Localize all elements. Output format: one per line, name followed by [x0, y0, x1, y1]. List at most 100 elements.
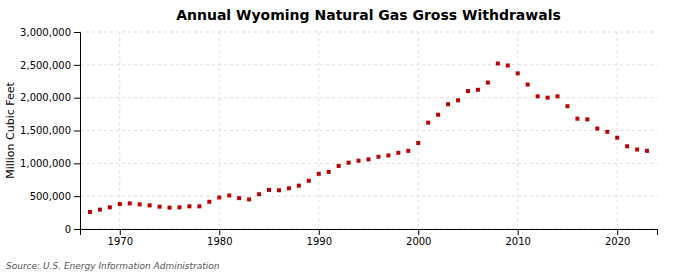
- y-tick: 0: [65, 224, 80, 235]
- point: [635, 148, 639, 152]
- plot-area: 1970 1980 1990 2000 2010 2020 0 500,000 1,000,00…: [20, 27, 657, 247]
- grid-line: [318, 32, 319, 229]
- point: [645, 149, 649, 153]
- point: [317, 172, 321, 176]
- point: [347, 161, 351, 165]
- x-tick-mark: [418, 229, 419, 235]
- point: [257, 192, 261, 196]
- x-tick-mark: [319, 229, 320, 235]
- y-tick-mark: [74, 131, 80, 132]
- point: [466, 89, 470, 93]
- point: [615, 136, 619, 140]
- point: [207, 200, 211, 204]
- grid-line: [617, 32, 618, 229]
- y-tick: 1,000,000: [20, 158, 80, 169]
- grid-line: [418, 32, 419, 229]
- point: [426, 121, 430, 125]
- x-tick-mark: [518, 229, 519, 235]
- point: [118, 202, 122, 206]
- point: [88, 210, 92, 214]
- y-tick: 2,500,000: [20, 60, 80, 71]
- point: [267, 188, 271, 192]
- point: [297, 184, 301, 188]
- x-tick-mark: [120, 229, 121, 235]
- point: [138, 202, 142, 206]
- point: [337, 164, 341, 168]
- point: [436, 113, 440, 117]
- y-tick: 1,500,000: [20, 125, 80, 136]
- point: [247, 197, 251, 201]
- point: [625, 144, 629, 148]
- x-tick-label: 2020: [605, 236, 630, 247]
- point: [406, 149, 410, 153]
- point: [98, 208, 102, 212]
- point: [148, 203, 152, 207]
- point: [287, 186, 291, 190]
- annotation: Source: U.S. Energy Information Administ…: [6, 261, 220, 271]
- point: [177, 205, 181, 209]
- point: [546, 96, 550, 100]
- y-tick: 3,000,000: [20, 27, 80, 38]
- grid: [80, 32, 657, 229]
- point: [516, 71, 520, 75]
- y-tick-label: 2,500,000: [20, 60, 71, 71]
- point: [556, 94, 560, 98]
- point: [376, 155, 380, 159]
- y-tick-label: 2,000,000: [20, 92, 71, 103]
- point: [357, 159, 361, 163]
- grid-line: [80, 97, 657, 98]
- point: [367, 157, 371, 161]
- grid-line: [517, 32, 518, 229]
- grid-line: [119, 32, 120, 229]
- point: [168, 206, 172, 210]
- y-tick: 500,000: [30, 191, 80, 202]
- point: [187, 204, 191, 208]
- x-axis: 1970 1980 1990 2000 2010 2020: [81, 229, 658, 247]
- point: [536, 94, 540, 98]
- point: [386, 153, 390, 157]
- point: [416, 141, 420, 145]
- point: [526, 83, 530, 87]
- point: [565, 104, 569, 108]
- y-tick-mark: [74, 65, 80, 66]
- point: [197, 204, 201, 208]
- grid-line: [80, 163, 657, 164]
- x-tick-label: 1980: [207, 236, 232, 247]
- y-tick-label: 1,000,000: [20, 158, 71, 169]
- point: [605, 130, 609, 134]
- y-tick-label: 1,500,000: [20, 125, 71, 136]
- x-tick: 1970: [108, 229, 133, 247]
- grid-line: [80, 64, 657, 65]
- title: Annual Wyoming Natural Gas Gross Withdra…: [176, 7, 561, 23]
- x-tick-mark: [617, 229, 618, 235]
- grid-line: [80, 32, 657, 33]
- x-tick: 1990: [307, 229, 332, 247]
- point: [327, 170, 331, 174]
- y-tick-mark: [74, 196, 80, 197]
- point: [307, 179, 311, 183]
- y-tick-label: 500,000: [30, 191, 71, 202]
- x-axis-line: [81, 230, 658, 236]
- x-tick: 2000: [406, 229, 431, 247]
- x-tick-mark: [219, 229, 220, 235]
- point: [476, 88, 480, 92]
- x-tick: 1980: [207, 229, 232, 247]
- grid-line: [80, 196, 657, 197]
- point: [227, 194, 231, 198]
- chart: 1970 1980 1990 2000 2010 2020 0 500,000 1,000,00…: [0, 0, 675, 275]
- point: [217, 195, 221, 199]
- point: [396, 151, 400, 155]
- point: [277, 188, 281, 192]
- y-tick: 2,000,000: [20, 92, 80, 103]
- y-axis-label: Million Cubic Feet: [4, 81, 17, 178]
- point: [456, 98, 460, 102]
- point: [486, 81, 490, 85]
- x-tick: 2020: [605, 229, 630, 247]
- points: [88, 62, 649, 214]
- point: [506, 63, 510, 67]
- x-tick-label: 1970: [108, 236, 133, 247]
- y-tick-label: 3,000,000: [20, 27, 71, 38]
- x-tick-label: 2000: [406, 236, 431, 247]
- x-tick: 2010: [505, 229, 530, 247]
- point: [446, 102, 450, 106]
